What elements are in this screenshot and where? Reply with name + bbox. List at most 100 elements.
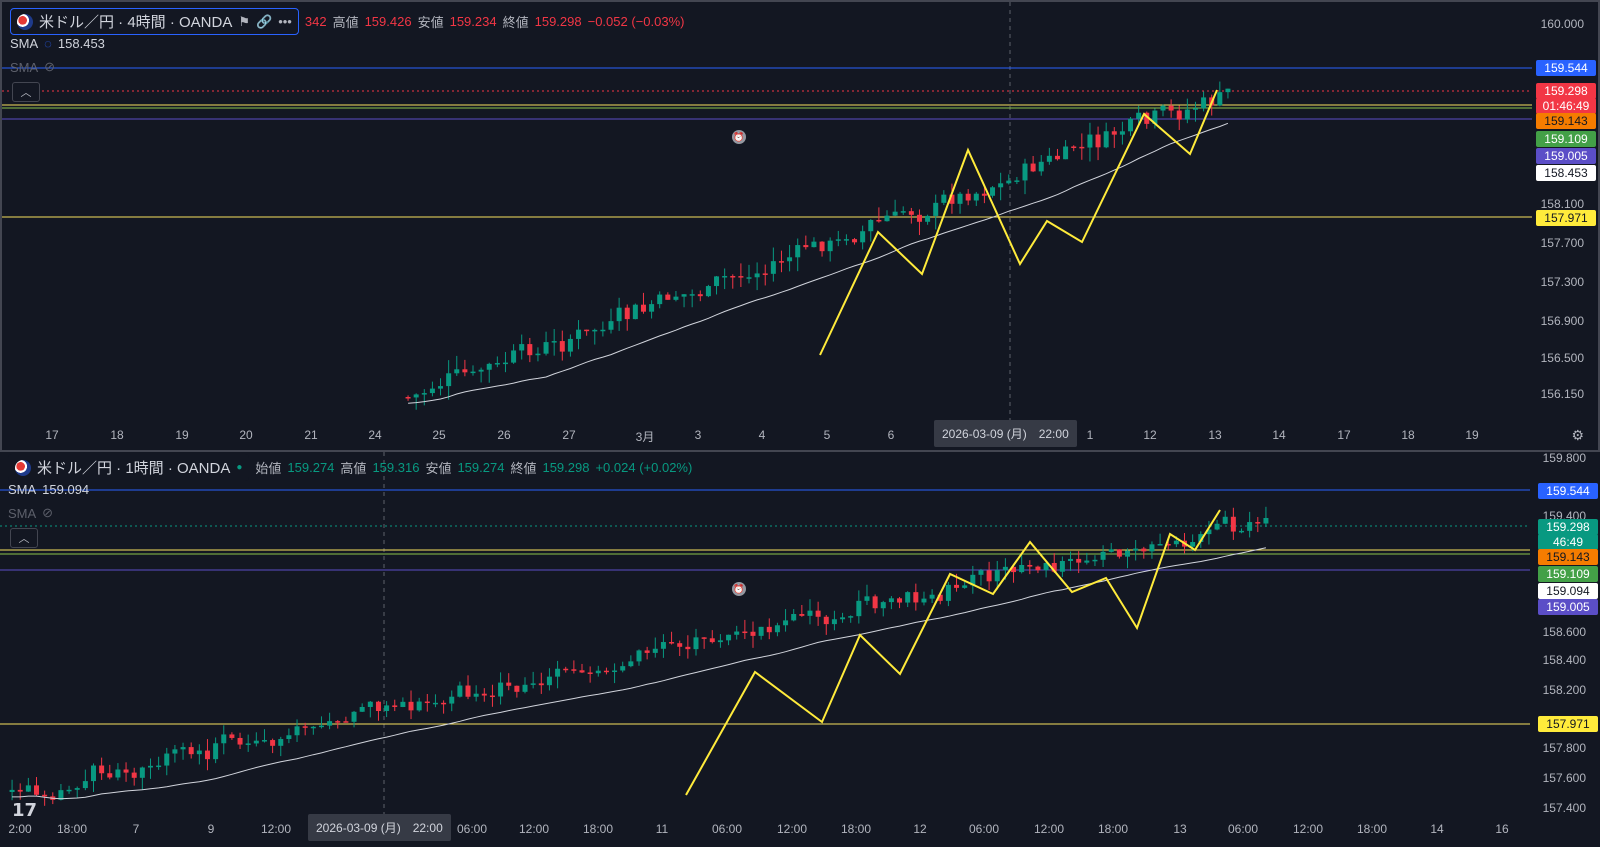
sma-legend-1-1h[interactable]: SMA 159.094 [8, 482, 89, 497]
close-label: 終値 [502, 15, 529, 30]
candle-body [608, 321, 614, 330]
settings-icon[interactable]: ⚙ [1571, 427, 1584, 443]
symbol-title-box[interactable]: 米ドル／円 · 4時間 · OANDA ⚑ 🔗 ••• [10, 8, 299, 35]
candle-body [543, 342, 549, 354]
candle-body [563, 668, 569, 671]
candle-body [1190, 542, 1196, 547]
candle-body [774, 625, 780, 633]
candle-body [807, 610, 813, 616]
candle-body [522, 684, 528, 692]
tradingview-logo: 17 [12, 800, 38, 821]
candle-body [375, 701, 381, 712]
close-value: 159.298 [542, 460, 590, 475]
open-label: 始値 [255, 461, 282, 476]
candle-body [973, 193, 979, 201]
price-marker-pill: 157.971 [1536, 210, 1596, 226]
price-marker-pill: 159.143 [1538, 549, 1598, 565]
time-tick-label: 14 [1272, 428, 1286, 442]
price-marker-pill: 46:49 [1538, 534, 1598, 550]
candle-body [726, 634, 732, 641]
candle-body [42, 794, 48, 797]
close-label: 終値 [510, 461, 537, 476]
candle-body [245, 743, 251, 745]
price-marker-pill: 158.453 [1536, 165, 1596, 181]
candle-body [405, 397, 411, 399]
candle-body [970, 574, 976, 586]
candle-body [1165, 544, 1171, 546]
candle-body [750, 631, 756, 636]
price-tick-label: 157.300 [1540, 275, 1584, 289]
candle-body [82, 781, 88, 789]
candle-body [913, 592, 919, 603]
link-icon[interactable]: 🔗 [256, 13, 273, 29]
time-tick-label: 24 [368, 428, 382, 442]
candle-body [937, 594, 943, 601]
price-marker-pill: 157.971 [1538, 716, 1598, 732]
time-axis-4h[interactable]: 1718192021242526273月345691121314171819 [2, 424, 1532, 448]
eye-hidden-icon[interactable]: ⊘ [42, 505, 54, 520]
time-axis-1h[interactable]: 2:00 18:00 7 9 12:00 06:00 12:00 18:00 11 06:00 12… [0, 818, 1534, 842]
candle-body [1222, 516, 1228, 524]
candle-body [778, 261, 784, 263]
candle-body [538, 683, 544, 686]
candle-body [156, 765, 162, 768]
time-tick-label: 18:00 [1097, 822, 1129, 836]
candle-body [318, 725, 324, 728]
sma-legend-1-4h[interactable]: SMA ◌ 158.453 [10, 36, 105, 51]
flag-icon [15, 459, 31, 476]
candle-body [742, 631, 748, 634]
candle-body [408, 701, 414, 711]
candle-body [302, 726, 308, 728]
price-plot-4h[interactable] [2, 2, 1532, 428]
time-tick-label: 12 [1143, 428, 1157, 442]
candle-body [872, 596, 878, 609]
time-tick-label: 17 [45, 428, 59, 442]
loading-icon: ◌ [44, 36, 52, 51]
chart-pane-1h[interactable]: 米ドル／円 · 1時間 · OANDA ● 始値 159.274 高値 159.31… [0, 452, 1600, 847]
crosshair-time-label: 2026-03-09 (月) 22:00 [308, 814, 451, 841]
candle-body [462, 369, 468, 373]
price-tick-label: 156.500 [1540, 351, 1584, 365]
market-status-icon: ● [236, 462, 243, 473]
candle-body [697, 294, 703, 297]
sma-legend-2-4h[interactable]: SMA ⊘ [10, 59, 55, 75]
price-plot-1h[interactable] [0, 452, 1530, 824]
candle-body [787, 257, 793, 262]
candle-body [660, 642, 666, 649]
candle-body [567, 338, 573, 352]
time-tick-label: 13 [1173, 822, 1187, 836]
candle-body [351, 711, 357, 722]
alarm-clock-icon[interactable]: ⏰ [732, 130, 746, 144]
candle-body [685, 646, 691, 650]
sma-legend-2-1h[interactable]: SMA ⊘ [8, 505, 53, 521]
candle-body [1239, 530, 1245, 533]
candle-body [429, 388, 435, 394]
more-icon[interactable]: ••• [278, 14, 292, 29]
candle-body [367, 701, 373, 707]
candle-body [25, 785, 31, 792]
symbol-title-box[interactable]: 米ドル／円 · 1時間 · OANDA ● [8, 454, 250, 481]
time-tick-label: 18:00 [1356, 822, 1388, 836]
time-tick-label: 14 [1430, 822, 1444, 836]
flag-marker-icon[interactable]: ⚑ [238, 13, 251, 29]
candle-body [506, 682, 512, 686]
chart-pane-4h[interactable]: 米ドル／円 · 4時間 · OANDA ⚑ 🔗 ••• 342 高値 159.42… [0, 0, 1600, 452]
candle-body [1063, 146, 1069, 160]
candle-body [843, 239, 849, 241]
collapse-legend-button[interactable]: ︿ [10, 528, 38, 548]
change-value: +0.024 (+0.02%) [595, 460, 693, 475]
eye-hidden-icon[interactable]: ⊘ [44, 59, 56, 74]
collapse-legend-button[interactable]: ︿ [12, 82, 40, 102]
candle-body [592, 329, 598, 332]
price-scale-4h[interactable]: 160.000 158.100 157.700 157.300 156.900 156.5… [1532, 2, 1598, 428]
candle-body [616, 307, 622, 322]
candle-body [954, 584, 960, 588]
candle-body [327, 721, 333, 726]
price-scale-1h[interactable]: 159.800159.600159.400158.600158.400158.2… [1534, 452, 1600, 824]
candle-body [1011, 566, 1017, 573]
candle-body [188, 747, 194, 755]
time-tick-label: 18 [1401, 428, 1415, 442]
candle-body [636, 650, 642, 662]
candle-body [555, 668, 561, 677]
alarm-clock-icon[interactable]: ⏰ [732, 582, 746, 596]
